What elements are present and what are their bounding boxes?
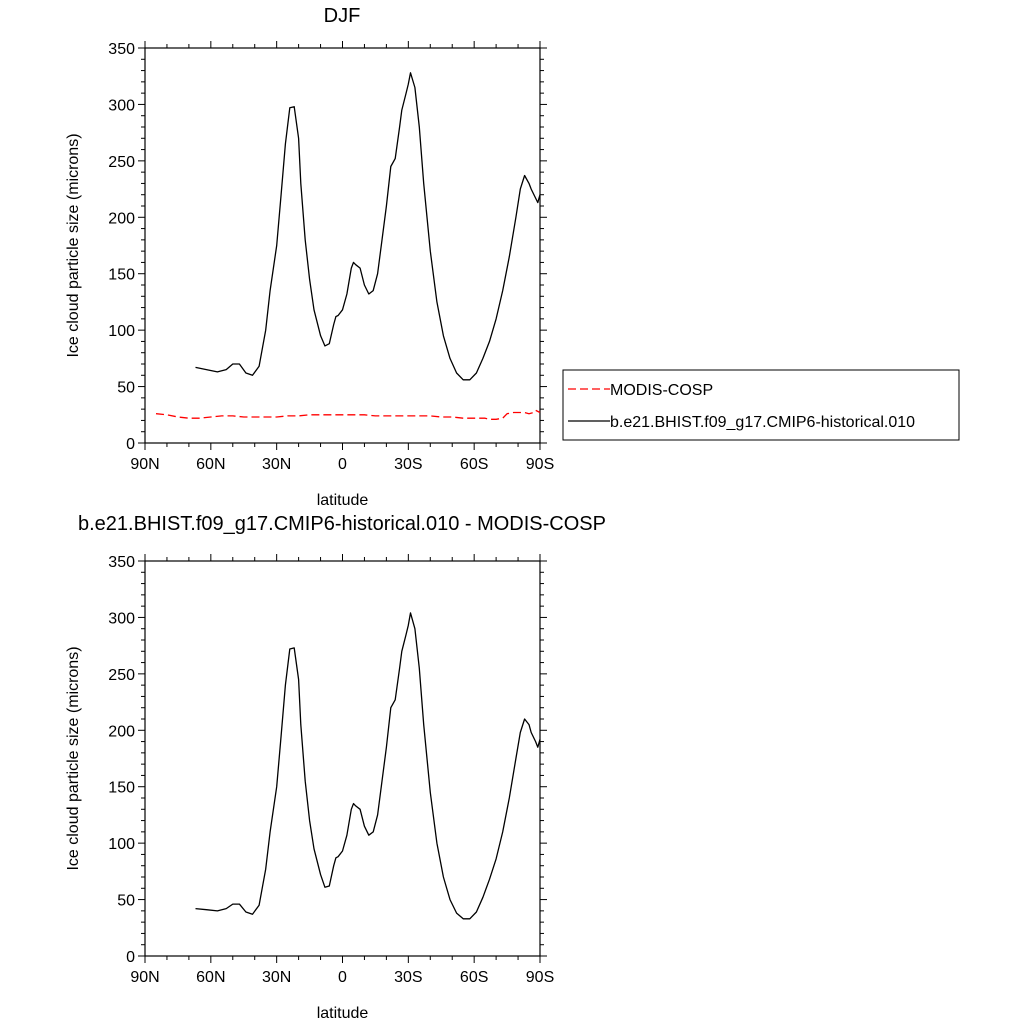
y-tick-label: 250 <box>108 154 135 171</box>
x-tick-label: 90N <box>130 456 159 473</box>
y-tick-label: 200 <box>108 210 135 227</box>
x-tick-label: 30N <box>262 969 291 986</box>
legend: MODIS-COSP b.e21.BHIST.f09_g17.CMIP6-hist… <box>562 369 960 441</box>
x-axis-label: latitude <box>317 1005 369 1022</box>
plot-frame <box>144 47 541 444</box>
x-tick-label: 30N <box>262 456 291 473</box>
y-tick-label: 100 <box>108 836 135 853</box>
legend-label: b.e21.BHIST.f09_g17.CMIP6-historical.010 <box>610 414 915 431</box>
y-tick-label: 150 <box>108 267 135 284</box>
y-tick-label: 350 <box>108 41 135 58</box>
x-tick-label: 90S <box>526 456 554 473</box>
y-tick-label: 350 <box>108 554 135 571</box>
y-tick-label: 300 <box>108 97 135 114</box>
x-axis-label: latitude <box>317 492 369 509</box>
x-tick-label: 30S <box>394 456 422 473</box>
chart-title: DJF <box>324 5 361 27</box>
x-tick-label: 60N <box>196 969 225 986</box>
y-tick-label: 100 <box>108 323 135 340</box>
x-tick-label: 0 <box>338 456 347 473</box>
x-tick-label: 30S <box>394 969 422 986</box>
chart-panel-1: DJF 90N 60N 30N 0 30S 60S 90S 0 50 100 150 200 250 300… <box>65 5 960 509</box>
x-tick-label: 60S <box>460 456 488 473</box>
y-tick-label: 0 <box>126 436 135 453</box>
y-tick-label: 50 <box>117 380 135 397</box>
series-line-1 <box>155 409 541 420</box>
series-line-2 <box>195 72 541 381</box>
y-tick-label: 300 <box>108 610 135 627</box>
legend-label: MODIS-COSP <box>610 382 713 399</box>
y-tick-label: 250 <box>108 667 135 684</box>
x-tick-label: 90S <box>526 969 554 986</box>
x-tick-label: 90N <box>130 969 159 986</box>
difference-line-1 <box>195 612 541 920</box>
y-tick-label: 200 <box>108 723 135 740</box>
plot-frame <box>144 560 541 957</box>
y-axis-label: Ice cloud particle size (microns) <box>65 646 82 870</box>
legend-box <box>562 369 960 441</box>
chart-panel-2: b.e21.BHIST.f09_g17.CMIP6-historical.010… <box>65 513 606 1022</box>
y-tick-label: 0 <box>126 949 135 966</box>
x-tick-label: 60S <box>460 969 488 986</box>
y-tick-label: 50 <box>117 893 135 910</box>
y-axis-label: Ice cloud particle size (microns) <box>65 133 82 357</box>
chart-title: b.e21.BHIST.f09_g17.CMIP6-historical.010… <box>78 513 606 535</box>
y-tick-label: 150 <box>108 780 135 797</box>
x-tick-label: 0 <box>338 969 347 986</box>
x-tick-label: 60N <box>196 456 225 473</box>
